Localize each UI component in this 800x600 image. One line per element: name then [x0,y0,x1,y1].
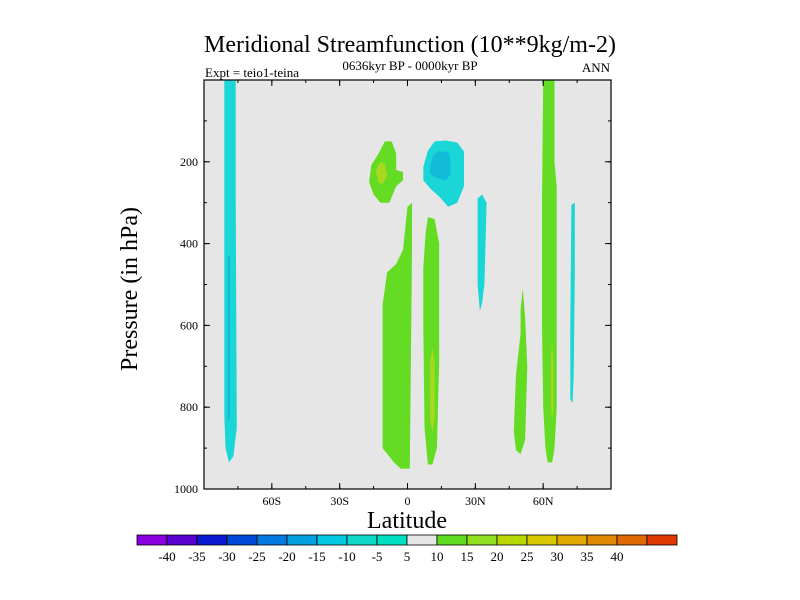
colorbar-level-label: 10 [431,549,444,564]
colorbar-level-label: -35 [188,549,205,564]
time-range-subtitle: 0636kyr BP - 0000kyr BP [342,58,477,73]
contour-region-positive-8 [423,217,440,465]
y-tick-label: 600 [180,318,198,332]
y-tick-label: 1000 [174,482,198,496]
season-label: ANN [582,60,611,75]
x-tick-label: 0 [405,494,411,508]
colorbar-swatch [376,534,408,546]
colorbar-swatch [316,534,348,546]
colorbar-level-label: 5 [404,549,411,564]
colorbar-swatch [136,534,168,546]
colorbar-swatch [286,534,318,546]
colorbar-level-label: -40 [158,549,175,564]
x-tick-label: 60N [533,494,554,508]
x-tick-label: 30S [330,494,349,508]
y-tick-label: 400 [180,237,198,251]
contour-regions [224,80,575,469]
colorbar-level-label: -30 [218,549,235,564]
chart-title: Meridional Streamfunction (10**9kg/m-2) [204,32,616,58]
colorbar-swatch [346,534,378,546]
colorbar-level-label: 40 [611,549,624,564]
x-tick-label: 30N [465,494,486,508]
colorbar-level-label: -10 [338,549,355,564]
colorbar-level-label: -15 [308,549,325,564]
colorbar-level-label: 35 [581,549,594,564]
colorbar-swatch [586,534,618,546]
contour-region-negative-14 [570,202,575,404]
colorbar-level-label: -5 [372,549,383,564]
contour-region-positive-7 [382,202,412,469]
colorbar-swatch [256,534,288,546]
colorbar-swatch [406,534,438,546]
contour-region-negative-1 [224,80,237,463]
y-tick-label: 800 [180,400,198,414]
y-tick-label: 200 [180,155,198,169]
colorbar-level-label: 15 [461,549,474,564]
contour-region-positive-11 [513,288,528,455]
x-axis-label: Latitude [367,508,447,534]
colorbar: -40 -35 -30 -25 -20 -15 -10 -5 5 10 15 20 25 30 35 40 [136,534,678,564]
y-axis-label: Pressure (in hPa) [117,207,143,371]
colorbar-swatch [436,534,468,546]
contour-region-negative-10 [477,194,487,312]
colorbar-level-label: -25 [248,549,265,564]
colorbar-swatch [196,534,228,546]
contour-region-positive-9 [430,347,435,432]
colorbar-swatch [616,534,648,546]
colorbar-swatch [556,534,588,546]
colorbar-swatch [166,534,198,546]
colorbar-swatch [496,534,528,546]
contour-region-positive-4 [375,161,388,185]
x-tick-label: 60S [262,494,281,508]
y-axis: 200 400 600 800 1000 [174,120,611,496]
colorbar-level-label: 20 [491,549,504,564]
colorbar-swatch [466,534,498,546]
contour-region-positive-12 [542,80,557,463]
contour-region-negative-2 [227,255,230,420]
experiment-label: Expt = teio1-teina [205,65,299,80]
x-axis: 60S 30S 0 30N 60N [203,80,612,508]
contour-region-negative-6 [430,151,451,181]
colorbar-swatch [646,534,678,546]
contour-region-positive-13 [551,341,554,420]
colorbar-level-label: 25 [521,549,534,564]
colorbar-swatch [526,534,558,546]
colorbar-swatch [226,534,258,546]
colorbar-level-label: 30 [551,549,564,564]
colorbar-level-label: -20 [278,549,295,564]
